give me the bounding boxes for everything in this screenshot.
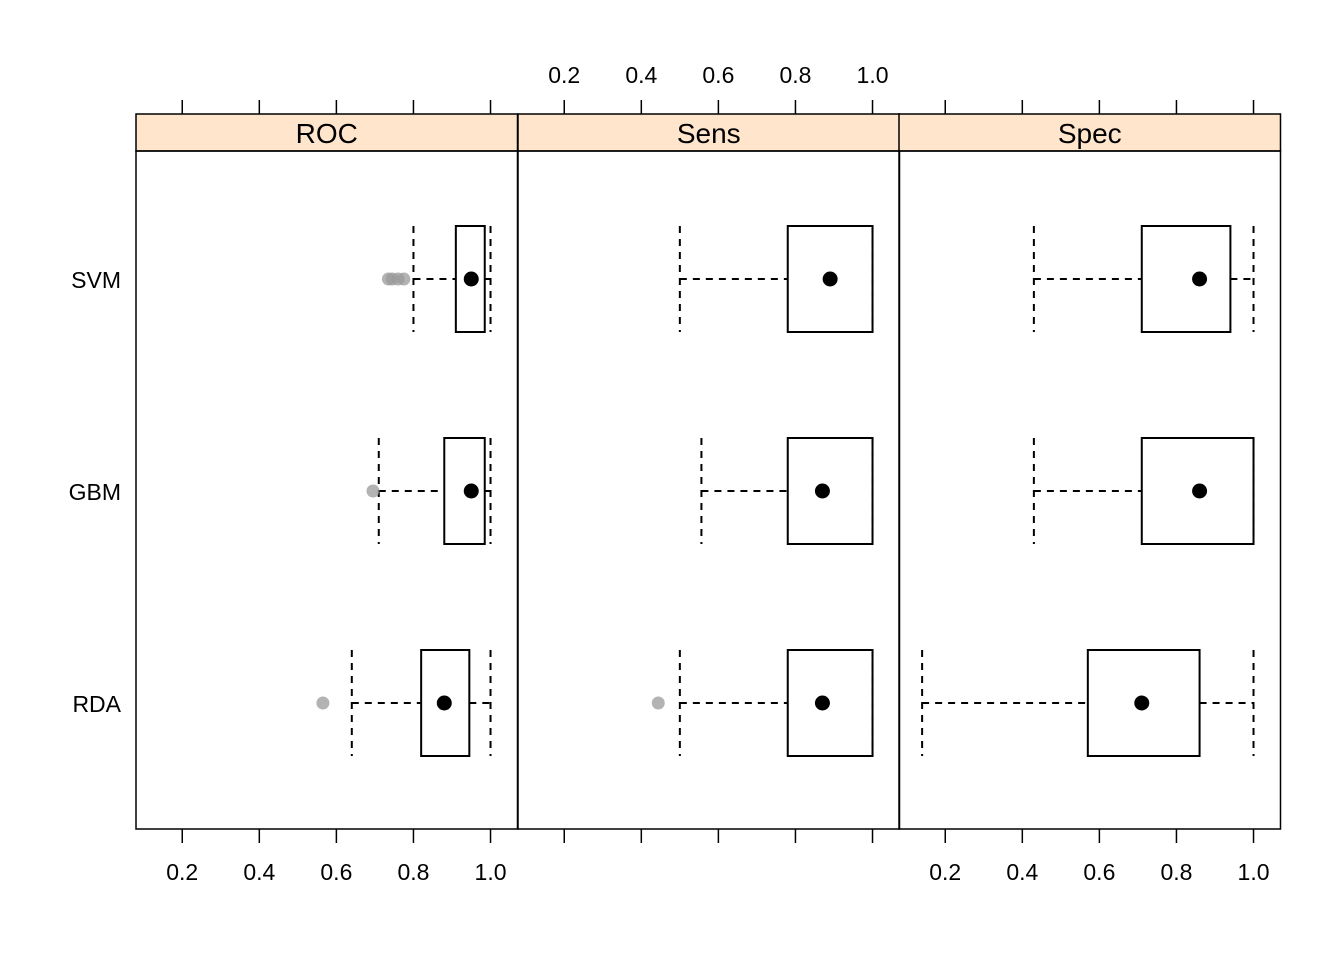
strip-roc [135, 113, 519, 152]
median-point [463, 271, 479, 287]
outlier-point [366, 484, 380, 498]
tick-label: 0.6 [702, 62, 734, 88]
median-point [1192, 271, 1208, 287]
strip-spec [898, 113, 1282, 152]
panel-frame-spec [898, 150, 1282, 830]
tick-label: 0.2 [929, 859, 961, 885]
axes: 0.2 0.4 0.6 0.8 1.0 0.2 0.4 0.6 0.8 1.0 0.2 0.4 0.6 0… [166, 62, 1269, 885]
outlier-point [397, 272, 411, 286]
panel-strips: ROC Sens Spec [135, 113, 1282, 152]
box-sens-svm [678, 225, 874, 333]
box-roc-svm [381, 225, 492, 333]
box-rect [786, 437, 874, 545]
tick-label: 0.6 [1083, 859, 1115, 885]
box-rect [443, 437, 486, 545]
median-point [814, 695, 830, 711]
median-point [436, 695, 452, 711]
tick-label: 0.2 [166, 859, 198, 885]
tick-label: 1.0 [475, 859, 507, 885]
category-label: RDA [72, 691, 121, 717]
box-rect [786, 225, 874, 333]
panels [316, 225, 1255, 757]
box-spec-rda [921, 649, 1255, 757]
outlier-point [316, 696, 330, 710]
tick-label: 0.8 [397, 859, 429, 885]
median-point [463, 483, 479, 499]
box-rect [454, 225, 486, 333]
tick-label: 0.8 [1160, 859, 1192, 885]
median-point [1134, 695, 1150, 711]
median-point [1192, 483, 1208, 499]
box-rect [1086, 649, 1201, 757]
strip-label-roc: ROC [296, 118, 358, 149]
median-point [814, 483, 830, 499]
box-spec-gbm [1032, 437, 1255, 545]
tick-label: 0.4 [625, 62, 657, 88]
strip-sens [517, 113, 901, 152]
box-rect [420, 649, 471, 757]
category-labels: SVM GBM RDA [69, 267, 122, 717]
median-point [822, 271, 838, 287]
box-sens-rda [651, 649, 874, 757]
category-label: SVM [71, 267, 121, 293]
tick-label: 0.2 [548, 62, 580, 88]
strip-label-spec: Spec [1058, 118, 1122, 149]
tick-label: 1.0 [857, 62, 889, 88]
tick-label: 0.8 [779, 62, 811, 88]
strip-label-sens: Sens [677, 118, 741, 149]
box-sens-gbm [700, 437, 874, 545]
panel-frames [135, 150, 1282, 830]
box-spec-svm [1032, 225, 1255, 333]
box-roc-rda [316, 649, 492, 757]
outlier-point [651, 696, 665, 710]
category-label: GBM [69, 479, 121, 505]
box-rect [786, 649, 874, 757]
box-rect [1140, 225, 1232, 333]
tick-label: 0.4 [243, 859, 275, 885]
box-roc-gbm [366, 437, 492, 545]
tick-label: 0.6 [320, 859, 352, 885]
tick-label: 0.4 [1006, 859, 1038, 885]
box-rect [1140, 437, 1255, 545]
tick-label: 1.0 [1238, 859, 1270, 885]
